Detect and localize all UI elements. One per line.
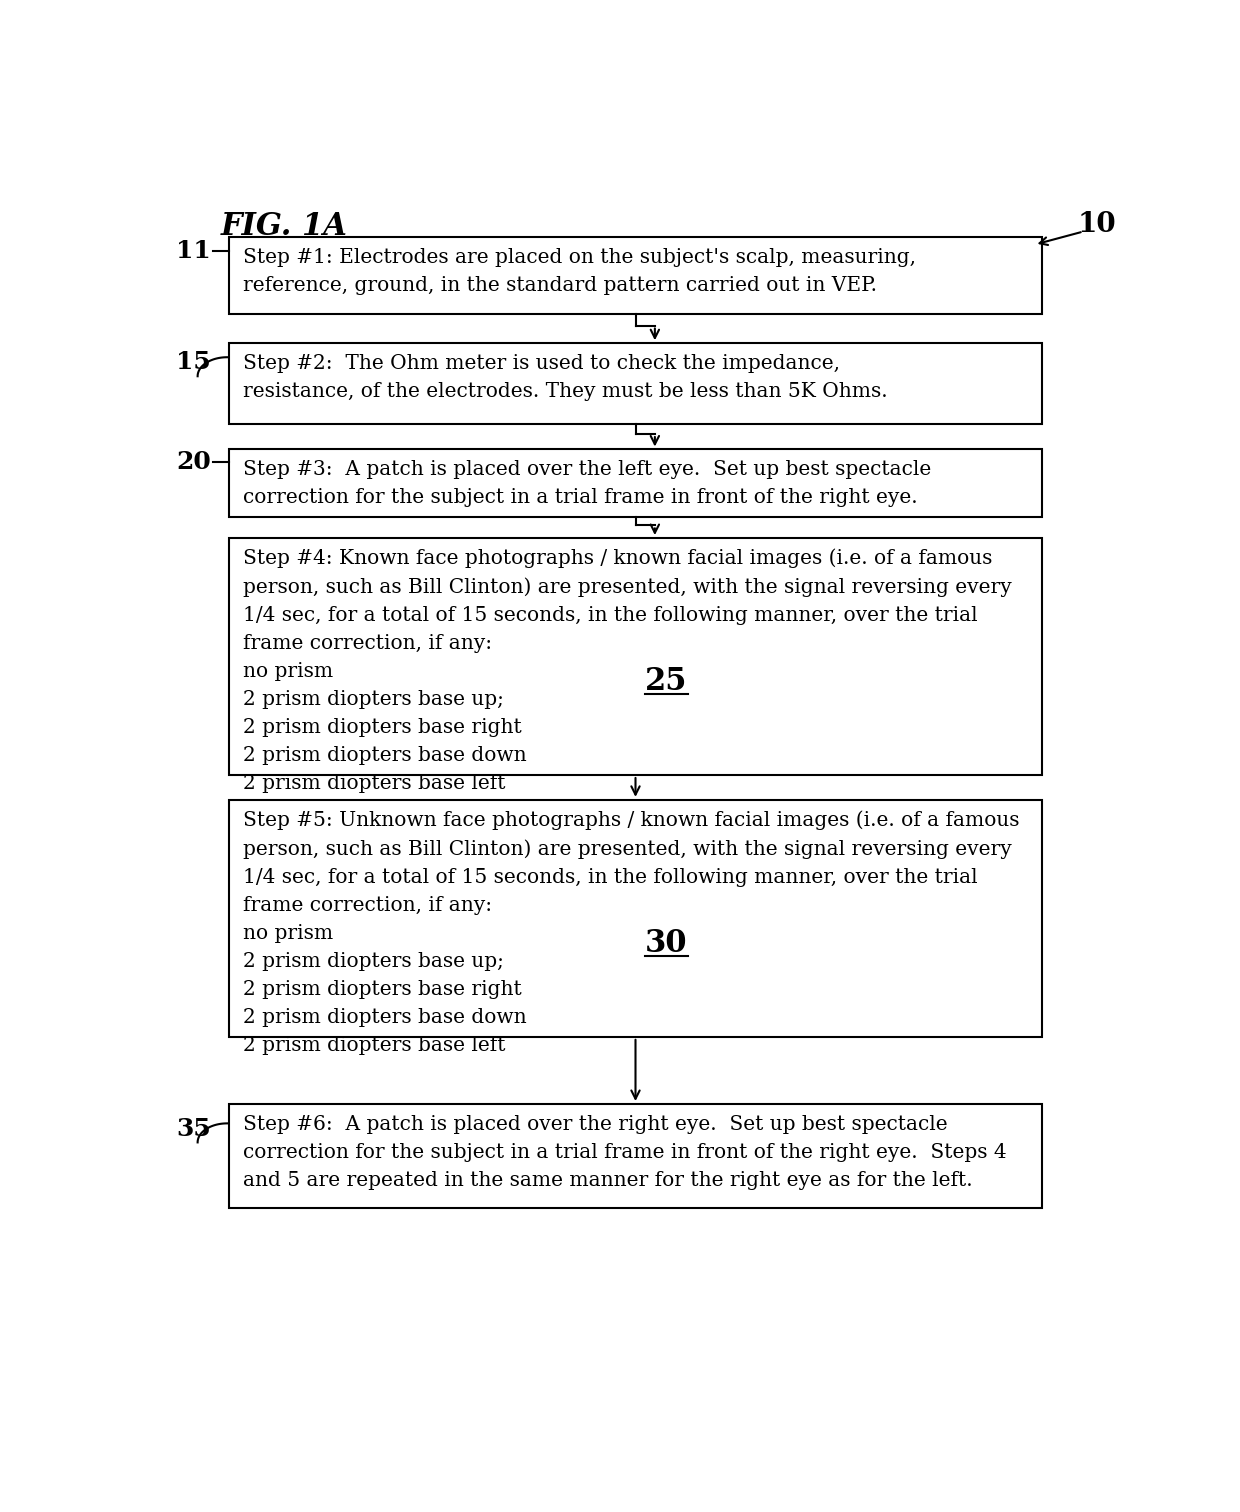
Text: 11: 11: [176, 239, 211, 263]
Bar: [228, 343, 1043, 423]
Bar: [228, 237, 1043, 314]
Text: 30: 30: [645, 928, 688, 959]
Bar: [228, 800, 1043, 1037]
Bar: [228, 449, 1043, 517]
Text: 35: 35: [176, 1116, 211, 1140]
Bar: [228, 538, 1043, 776]
Text: FIG. 1A: FIG. 1A: [221, 210, 347, 242]
Text: 15: 15: [176, 351, 211, 375]
Text: Step #3:  A patch is placed over the left eye.  Set up best spectacle
correction: Step #3: A patch is placed over the left…: [243, 460, 931, 507]
Text: 10: 10: [1078, 210, 1116, 237]
Text: Step #2:  The Ohm meter is used to check the impedance,
resistance, of the elect: Step #2: The Ohm meter is used to check …: [243, 354, 887, 401]
Text: Step #1: Electrodes are placed on the subject's scalp, measuring,
reference, gro: Step #1: Electrodes are placed on the su…: [243, 248, 915, 295]
Text: Step #5: Unknown face photographs / known facial images (i.e. of a famous
person: Step #5: Unknown face photographs / know…: [243, 810, 1019, 1055]
Text: 25: 25: [645, 667, 688, 697]
Text: Step #6:  A patch is placed over the right eye.  Set up best spectacle
correctio: Step #6: A patch is placed over the righ…: [243, 1114, 1006, 1190]
Text: Step #4: Known face photographs / known facial images (i.e. of a famous
person, : Step #4: Known face photographs / known …: [243, 549, 1012, 794]
Bar: [228, 1104, 1043, 1208]
Text: 20: 20: [176, 451, 211, 475]
